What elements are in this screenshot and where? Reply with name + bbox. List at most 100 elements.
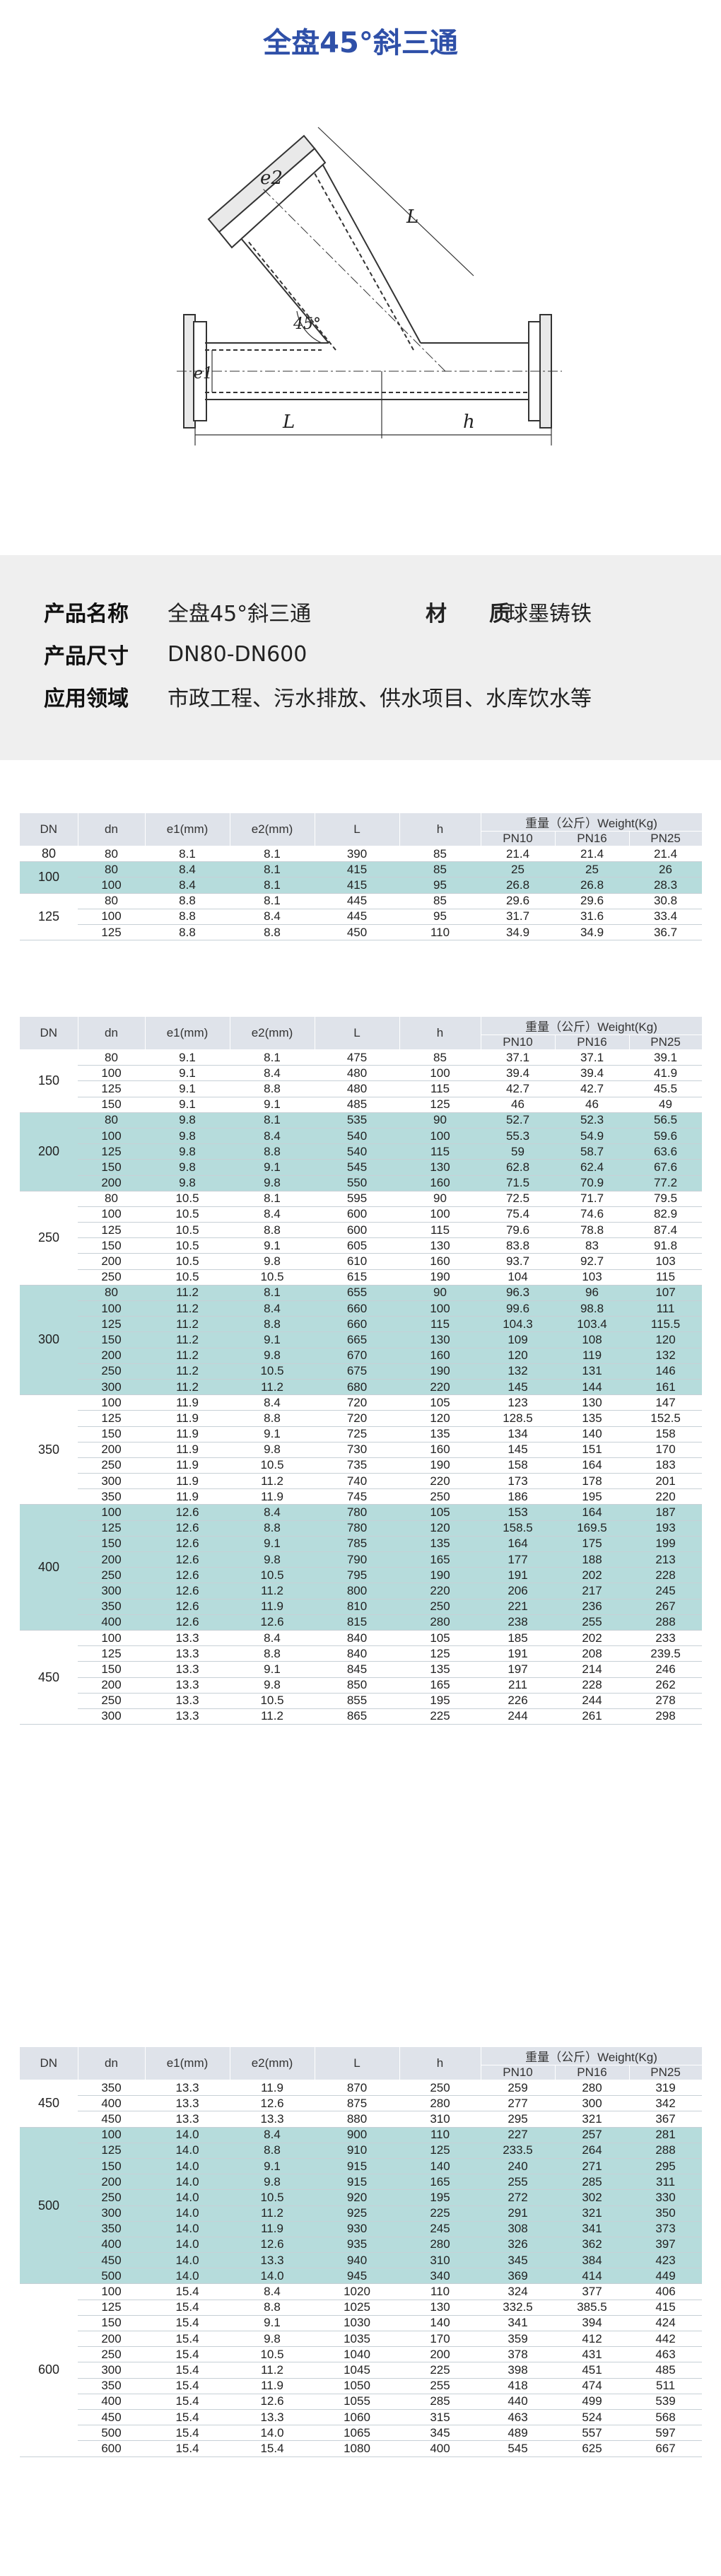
table-cell: 11.9 [145, 1426, 230, 1443]
table-cell: 153 [481, 1504, 555, 1521]
table-cell: 940 [315, 2252, 399, 2269]
table-cell: 185 [481, 1630, 555, 1647]
table-cell: 341 [555, 2221, 629, 2237]
table-cell: 406 [629, 2283, 703, 2300]
table-cell: 197 [481, 1661, 555, 1678]
table-cell: 71.7 [555, 1191, 629, 1207]
table-cell: 10.5 [145, 1191, 230, 1207]
table-row: 200 10.5 9.8 610 160 93.7 92.7 103 [20, 1253, 703, 1270]
table-cell: 255 [481, 2174, 555, 2191]
table-cell: 300 [555, 2095, 629, 2112]
table-cell: 140 [399, 2315, 481, 2332]
table-cell: 800 [315, 1583, 399, 1599]
table-cell: 250 [78, 1363, 145, 1380]
table-cell: 8.8 [230, 1316, 315, 1333]
table-row: 300 11.2 11.2 680 220 145 144 161 [20, 1379, 703, 1396]
table-cell: 285 [555, 2174, 629, 2191]
table-cell: 11.9 [145, 1488, 230, 1505]
table-cell: 13.3 [145, 1693, 230, 1709]
table-cell: 206 [481, 1583, 555, 1599]
table-cell: 785 [315, 1536, 399, 1553]
table-row: 150 11.9 9.1 725 135 134 140 158 [20, 1426, 703, 1443]
table-cell: 377 [555, 2283, 629, 2300]
table-row: 250 80 10.5 8.1 595 90 72.5 71.7 79.5 [20, 1191, 703, 1286]
table-cell: 201 [629, 1473, 703, 1490]
table-cell: 12.6 [145, 1614, 230, 1631]
table-cell: 195 [555, 1488, 629, 1505]
table-cell: 146 [629, 1363, 703, 1380]
table-cell: 100 [78, 1300, 145, 1317]
table-cell: 8.1 [230, 1112, 315, 1129]
table-cell: 193 [629, 1520, 703, 1537]
table-cell: 8.1 [230, 893, 315, 909]
table-cell: 10.5 [230, 1269, 315, 1286]
table-row: 150 15.4 9.1 1030 140 341 394 424 [20, 2315, 703, 2332]
table-cell: 150 [78, 1536, 145, 1553]
table-cell: 200 [399, 2346, 481, 2363]
table-row: 400 13.3 12.6 875 280 277 300 342 [20, 2095, 703, 2112]
table-cell: 875 [315, 2095, 399, 2112]
table-cell: 400 [399, 2440, 481, 2457]
table-cell: 8.1 [230, 846, 315, 863]
table-cell: 10.5 [145, 1206, 230, 1223]
table-cell: 202 [555, 1630, 629, 1647]
table-cell: 450 [78, 2111, 145, 2128]
table-row: 100 8.8 8.4 445 95 31.7 31.6 33.4 [20, 909, 703, 925]
table-row: 350 14.0 11.9 930 245 308 341 373 [20, 2221, 703, 2237]
table-cell: 103 [629, 1253, 703, 1270]
table-cell: 12.6 [230, 2095, 315, 2112]
table-cell: 13.3 [145, 1708, 230, 1725]
header-pn10: PN10 [481, 2065, 556, 2080]
header-pn16: PN16 [555, 1035, 630, 1050]
table-cell: 280 [399, 2237, 481, 2254]
table-row: 200 14.0 9.8 915 165 255 285 311 [20, 2174, 703, 2191]
table-cell: 30.8 [629, 893, 703, 909]
table-cell: 415 [315, 861, 399, 878]
table-cell: 80 [78, 893, 145, 909]
table-cell: 95 [399, 909, 481, 925]
table-cell: 42.7 [481, 1080, 555, 1097]
table-cell: 115 [399, 1222, 481, 1239]
table-cell: 915 [315, 2158, 399, 2175]
table-cell: 11.2 [145, 1348, 230, 1364]
table-cell: 730 [315, 1442, 399, 1458]
table-cell: 1035 [315, 2331, 399, 2348]
table-cell: 83 [555, 1237, 629, 1254]
table-row: 200 13.3 9.8 850 165 211 228 262 [20, 1677, 703, 1694]
table-cell: 281 [629, 2127, 703, 2143]
header-l: L [315, 2047, 400, 2080]
table-cell: 100 [78, 2283, 145, 2300]
table-cell: 14.0 [145, 2174, 230, 2191]
dn-cell: 200 [20, 1112, 78, 1191]
table-cell: 920 [315, 2189, 399, 2206]
table-cell: 70.9 [555, 1175, 629, 1191]
table-cell: 557 [555, 2425, 629, 2442]
table-cell: 8.8 [230, 2143, 315, 2159]
table-cell: 90 [399, 1285, 481, 1302]
table-cell: 9.1 [230, 2315, 315, 2332]
table-cell: 815 [315, 1614, 399, 1631]
table-cell: 394 [555, 2315, 629, 2332]
table-cell: 740 [315, 1473, 399, 1490]
table-row: 125 10.5 8.8 600 115 79.6 78.8 87.4 [20, 1222, 703, 1239]
table-cell: 77.2 [629, 1175, 703, 1191]
table-cell: 125 [78, 2300, 145, 2316]
table-row: 125 12.6 8.8 780 120 158.5 169.5 193 [20, 1520, 703, 1537]
table-cell: 115 [399, 1080, 481, 1097]
header-pn16: PN16 [555, 2065, 630, 2080]
header-dn-branch: dn [78, 1017, 146, 1050]
table-cell: 9.8 [145, 1159, 230, 1176]
table-cell: 220 [399, 1583, 481, 1599]
table-cell: 463 [629, 2346, 703, 2363]
table-cell: 342 [629, 2095, 703, 2112]
product-size-row: 产品尺寸 DN80-DN600 [44, 633, 721, 675]
table-cell: 115 [629, 1269, 703, 1286]
table-cell: 870 [315, 2080, 399, 2097]
table-cell: 110 [399, 924, 481, 941]
table-cell: 295 [629, 2158, 703, 2175]
table-cell: 10.5 [145, 1222, 230, 1239]
table-cell: 125 [78, 2143, 145, 2159]
table-cell: 321 [555, 2111, 629, 2128]
table-cell: 257 [555, 2127, 629, 2143]
